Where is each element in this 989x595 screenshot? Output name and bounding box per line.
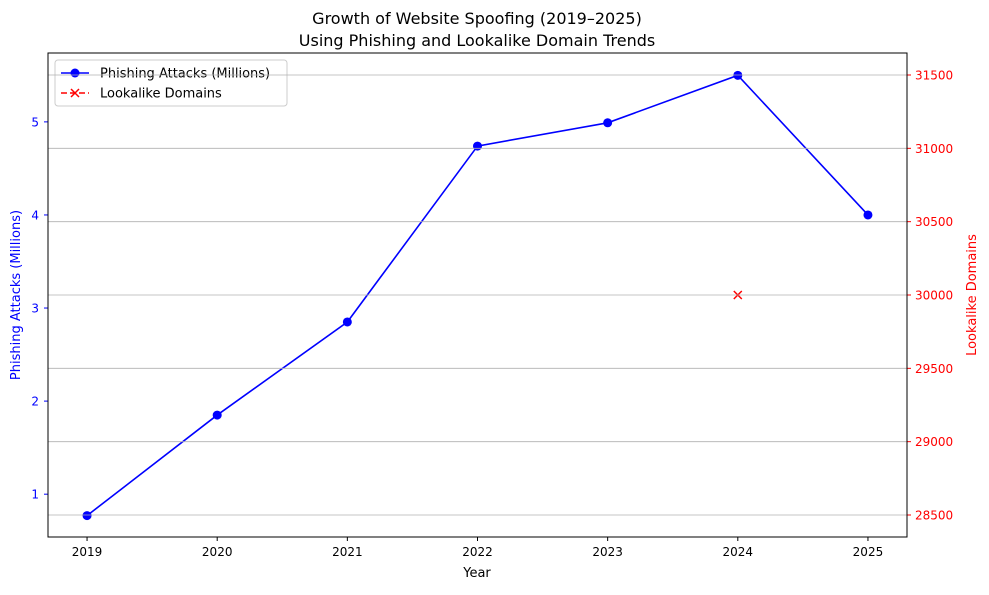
y-left-tick-label: 1 (31, 488, 39, 502)
y-right-tick-label: 29500 (915, 362, 953, 376)
y-right-tick-label: 30000 (915, 289, 953, 303)
chart-subtitle: Using Phishing and Lookalike Domain Tren… (299, 31, 655, 50)
y-right-tick-label: 31000 (915, 142, 953, 156)
data-point (82, 511, 92, 521)
y-axis-right-label: Lookalike Domains (965, 234, 980, 356)
chart-title: Growth of Website Spoofing (2019–2025) (312, 9, 642, 28)
y-left-tick-label: 3 (31, 302, 39, 316)
data-point (863, 210, 873, 220)
data-point (603, 118, 613, 128)
x-tick-label: 2021 (332, 545, 363, 559)
x-tick-label: 2025 (853, 545, 884, 559)
series-line-0 (86, 74, 869, 517)
data-point (342, 317, 352, 327)
y-axis-left-label: Phishing Attacks (Millions) (9, 210, 24, 380)
legend-box (54, 59, 288, 107)
x-tick-label: 2023 (592, 545, 623, 559)
plot-frame (47, 52, 908, 538)
data-point (473, 141, 482, 151)
x-tick-label: 2024 (723, 545, 754, 559)
y-right-tick-label: 29000 (915, 435, 953, 449)
legend-marker (70, 88, 80, 98)
data-point (212, 410, 222, 420)
x-tick-label: 2019 (72, 545, 103, 559)
x-tick-label: 2020 (202, 545, 233, 559)
y-right-tick-label: 30500 (915, 215, 953, 229)
y-left-tick-label: 5 (31, 115, 39, 129)
y-right-tick-label: 31500 (915, 69, 953, 83)
legend-label: Phishing Attacks (Millions) (100, 67, 270, 82)
x-axis-label: Year (462, 566, 491, 581)
legend-marker (70, 68, 80, 78)
y-left-tick-label: 2 (31, 395, 39, 409)
y-right-tick-label: 28500 (915, 509, 953, 523)
legend-label: Lookalike Domains (100, 87, 222, 102)
x-tick-label: 2022 (462, 545, 493, 559)
y-left-tick-label: 4 (31, 208, 39, 222)
